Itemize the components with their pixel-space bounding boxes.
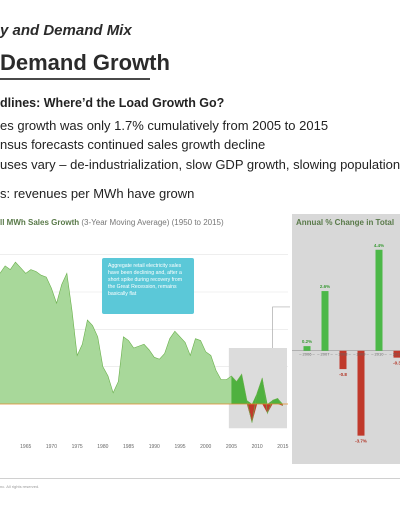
bar-value-label: -3.7% [355,439,367,444]
bar-category-label: – 2010 – [371,352,387,357]
x-tick-label: 1975 [72,444,83,450]
bar-category-label: – 2006 – [299,352,315,357]
bar-category-label: – 2008 – [335,352,351,357]
callout-box: Aggregate retail electricity sales have … [102,258,194,314]
footer-copyright: nc. All rights reserved. [0,484,40,489]
bar-2009 [357,350,365,436]
bar-2006 [303,346,311,351]
bullet-2: nsus forecasts continued sales growth de… [0,137,266,152]
bullet-3: uses vary – de-industrialization, slow G… [0,157,400,172]
x-tick-label: 2005 [226,444,237,450]
slide-note: s: revenues per MWh have grown [0,186,195,201]
bar-2010 [375,249,383,351]
sales-growth-chart-title: ll MWh Sales Growth (3-Year Moving Avera… [0,218,224,227]
x-tick-label: 2000 [200,444,211,450]
sales-growth-chart: 1965 1970 1975 1980 1985 1990 1995 2000 2005 2010… [0,254,290,450]
bar-category-label: – 2011 – [389,352,400,357]
x-tick-label: 1995 [174,444,185,450]
bar-value-label: -0.3 [393,361,400,366]
sales-decline-area [0,404,283,423]
chart-title-main: ll MWh Sales Growth [0,218,80,227]
x-tick-label: 1980 [97,444,108,450]
bar-value-label: 4.4% [374,243,384,248]
slide-supertitle: y and Demand Mix [0,22,132,39]
sales-growth-line [0,261,284,423]
bar-2007 [321,291,329,351]
bar-category-label: – 2009 – [353,352,369,357]
slide-subhead: dlines: Where’d the Load Growth Go? [0,96,225,110]
recent-growth-area [231,374,283,404]
bar-2008 [339,350,347,370]
sales-growth-area [0,262,283,404]
bar-value-label: 2.6% [320,284,330,289]
x-tick-label: 1990 [149,444,160,450]
annual-change-chart: 0.2% – 2006 – 2.6% – 2007 – -0.8 – 2008 – -3.7… [292,243,400,444]
bar-value-label: 0.2% [302,339,312,344]
footer-divider [0,478,400,479]
x-tick-label: 1985 [123,444,134,450]
x-tick-label: 2010 [252,444,263,450]
x-tick-label: 2015 [277,444,288,450]
title-underline [0,78,150,80]
bar-value-label: -0.8 [339,372,347,377]
bar-category-label: – 2007 – [317,352,333,357]
chart-title-sub: (3-Year Moving Average) (1950 to 2015) [81,218,224,227]
bullet-1: es growth was only 1.7% cumulatively fro… [0,118,329,133]
connector-line [272,306,290,348]
x-tick-label: 1965 [20,444,31,450]
slide-title: Demand Growth [0,50,170,75]
annual-change-title: Annual % Change in Total [296,218,395,227]
x-tick-label: 1970 [46,444,57,450]
bar-2011 [393,350,400,358]
